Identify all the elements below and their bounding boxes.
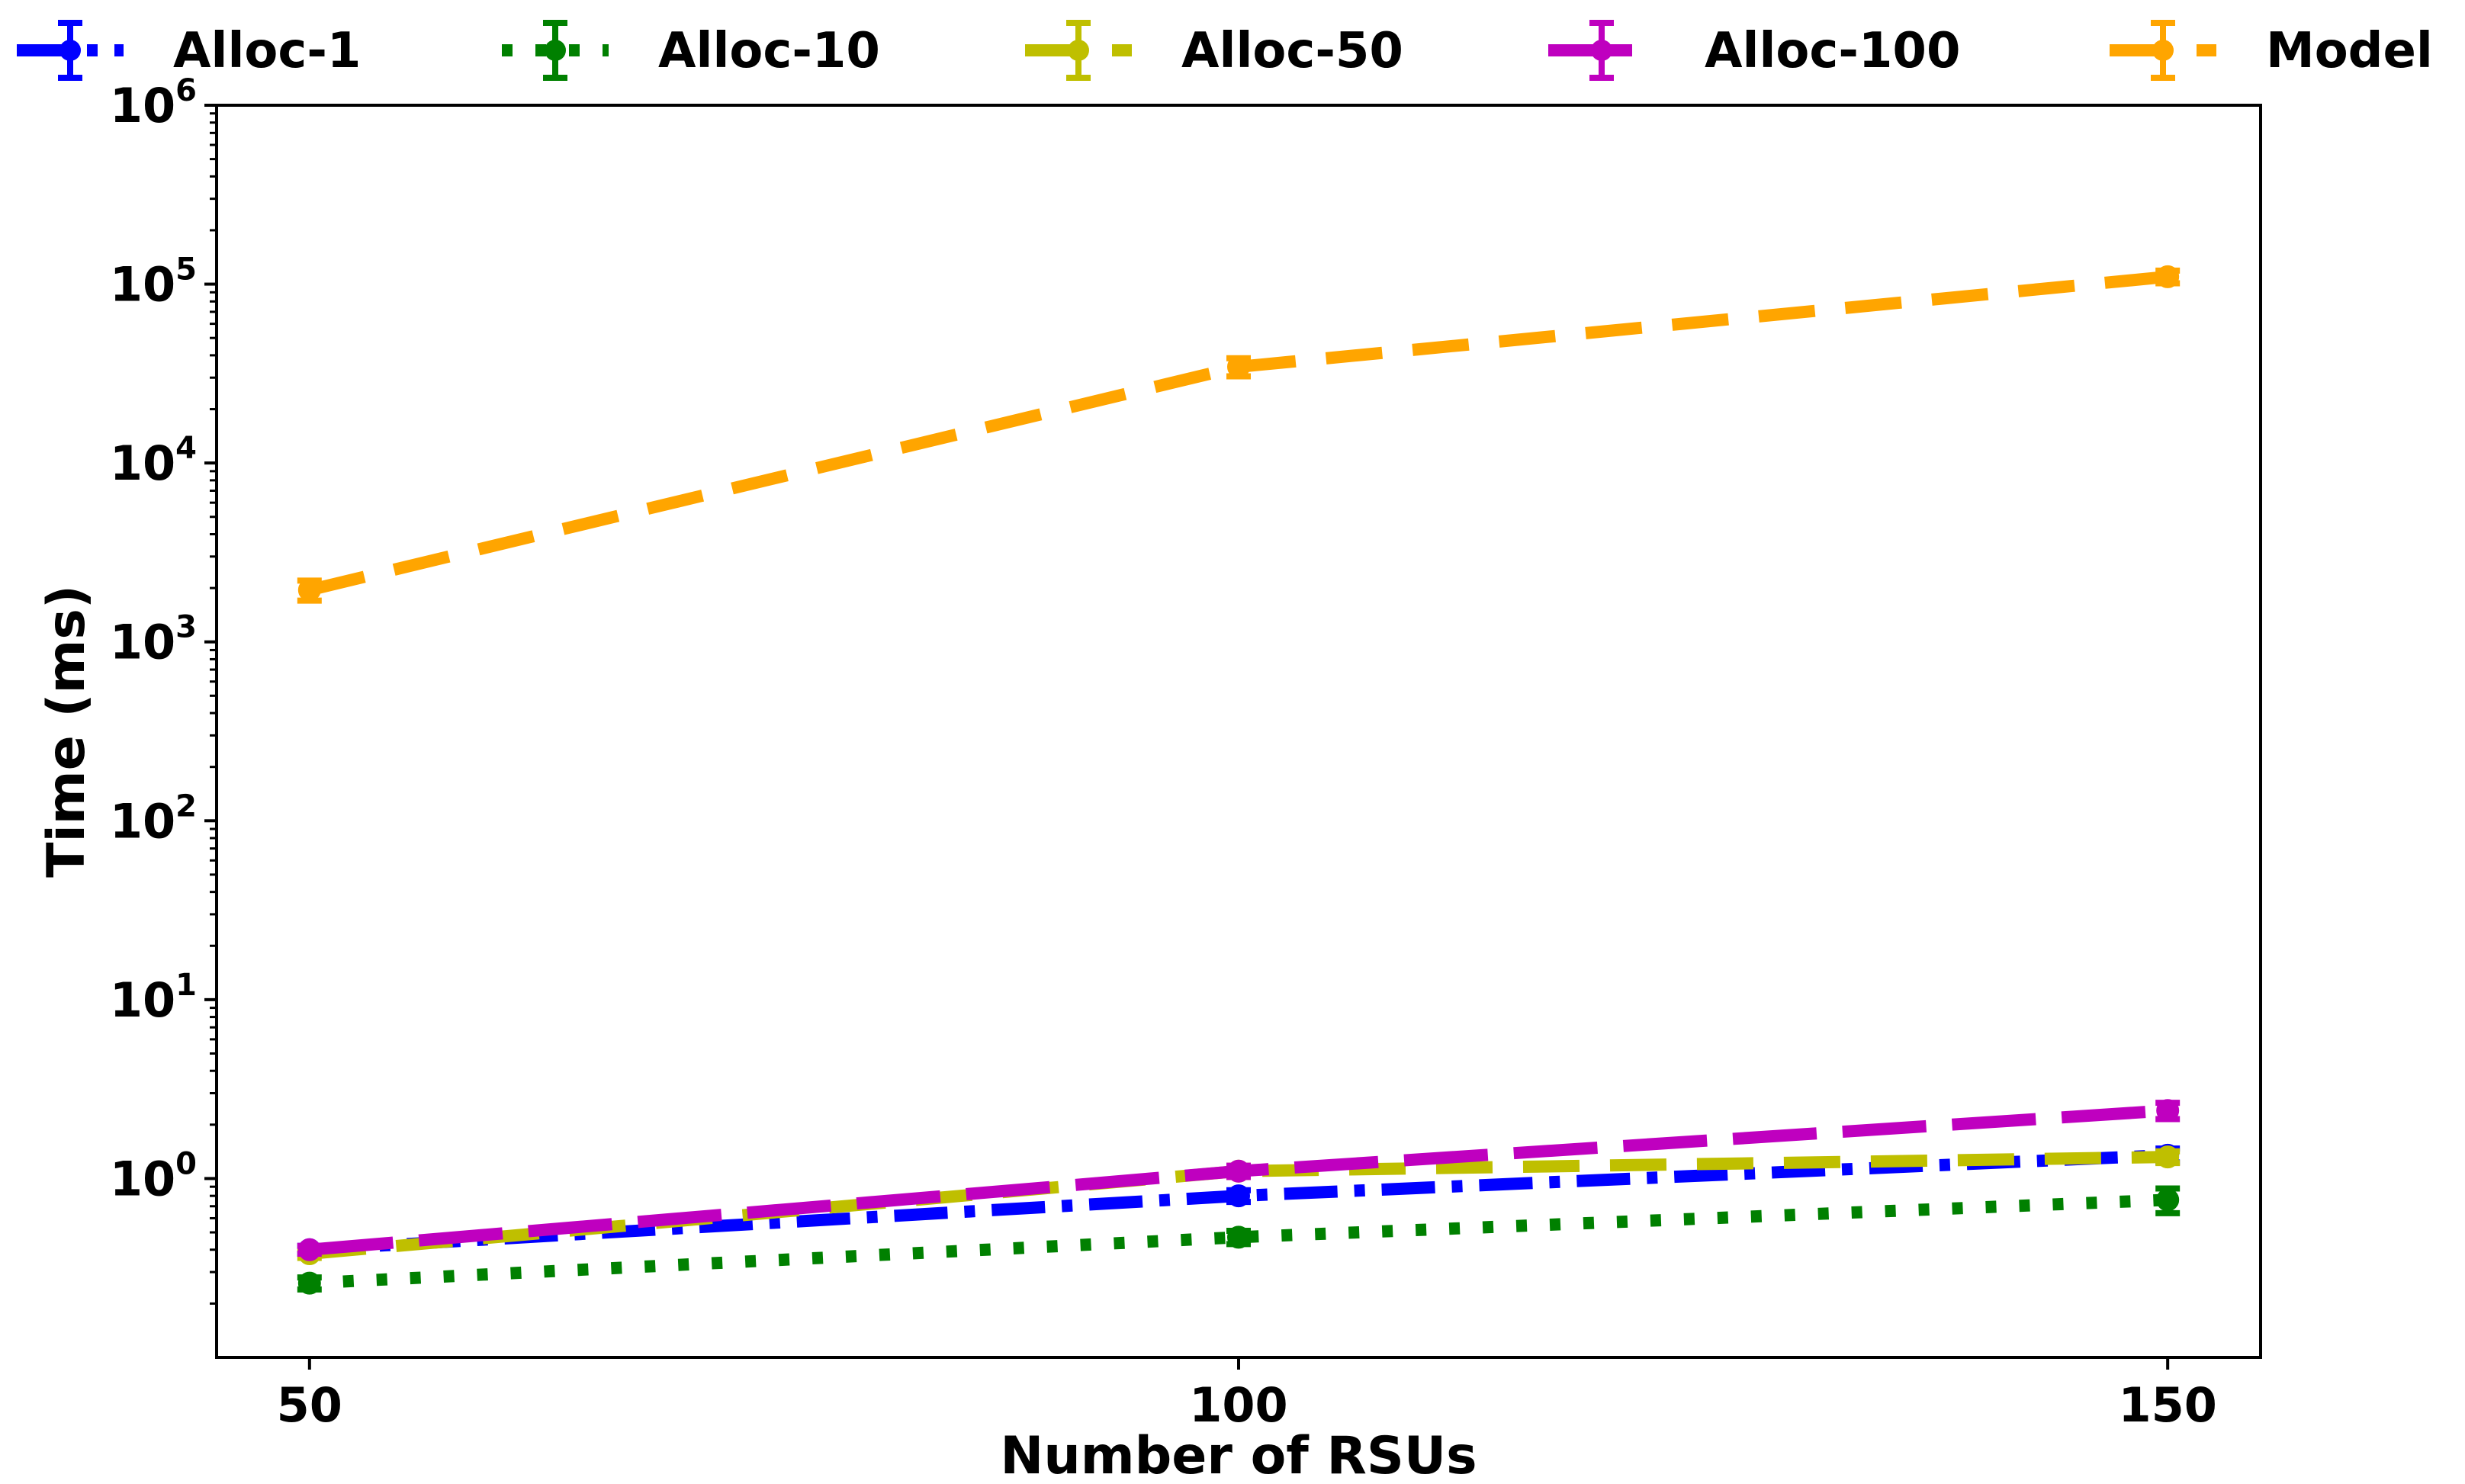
legend-item-alloc-1: Alloc-1 <box>17 20 361 81</box>
y-tick-label: 102 <box>110 789 197 849</box>
data-point <box>2156 1188 2180 1212</box>
legend-item-alloc-50: Alloc-50 <box>1025 20 1403 81</box>
series-line <box>309 1193 2168 1290</box>
series-layer <box>297 265 2181 1295</box>
legend: Alloc-1 Alloc-10 Alloc-50 Alloc-100 Model <box>17 20 2433 81</box>
data-point <box>2156 1145 2180 1169</box>
series-model <box>297 265 2181 604</box>
legend-label: Alloc-10 <box>658 23 880 79</box>
axis-ticks: 50 100 150 100 101 102 103 104 105 106 <box>110 73 2217 1433</box>
x-axis-title: Number of RSUs <box>1000 1426 1477 1484</box>
series-alloc-10 <box>297 1185 2181 1295</box>
y-tick-label: 105 <box>110 252 197 313</box>
data-point <box>297 1271 321 1295</box>
legend-marker <box>1591 40 1612 61</box>
data-point <box>2156 265 2180 288</box>
x-tick-label: 100 <box>1189 1377 1287 1433</box>
data-point <box>2156 1099 2180 1123</box>
y-tick-label: 106 <box>110 73 197 133</box>
legend-label: Alloc-100 <box>1705 23 1960 79</box>
legend-marker <box>2152 40 2174 61</box>
legend-item-alloc-100: Alloc-100 <box>1548 20 1960 81</box>
legend-marker <box>1068 40 1089 61</box>
legend-marker <box>545 40 566 61</box>
y-tick-label: 100 <box>110 1146 197 1206</box>
legend-item-model: Model <box>2110 20 2433 81</box>
series-alloc-100 <box>297 1099 2181 1261</box>
legend-item-alloc-10: Alloc-10 <box>502 20 880 81</box>
series-line <box>309 1151 2168 1260</box>
legend-label: Model <box>2266 23 2433 79</box>
data-point <box>297 578 321 602</box>
y-axis-title: Time (ms) <box>37 585 97 878</box>
y-tick-label: 104 <box>110 431 197 491</box>
y-tick-label: 103 <box>110 610 197 670</box>
data-point <box>1227 355 1250 378</box>
data-point <box>1227 1225 1250 1249</box>
series-line <box>307 270 2168 596</box>
data-point <box>1227 1184 1250 1208</box>
y-tick-label: 101 <box>110 968 197 1028</box>
data-point <box>297 1238 321 1261</box>
data-point <box>1227 1159 1250 1183</box>
x-tick-label: 150 <box>2118 1377 2216 1433</box>
legend-marker <box>59 40 81 61</box>
x-tick-label: 50 <box>277 1377 342 1433</box>
legend-label: Alloc-1 <box>173 23 361 79</box>
legend-label: Alloc-50 <box>1181 23 1403 79</box>
